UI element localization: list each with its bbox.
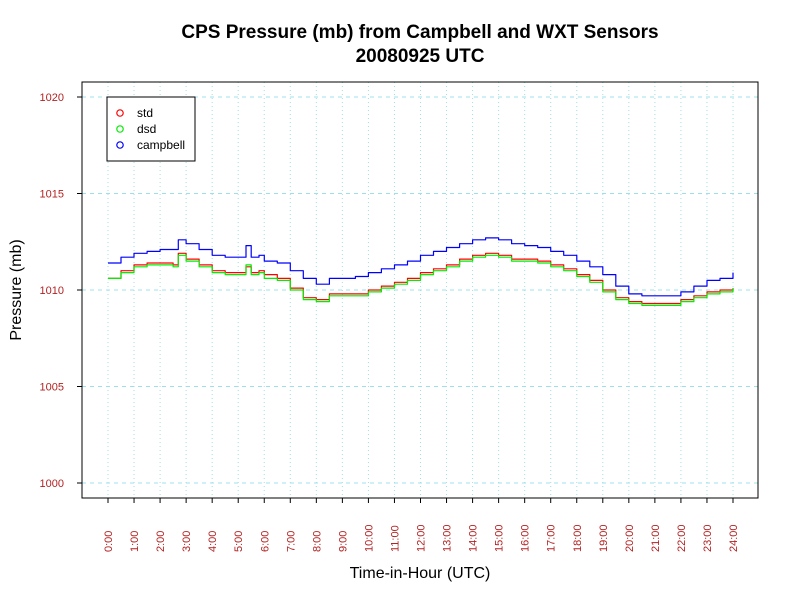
y-tick-label: 1005 (40, 382, 64, 394)
y-tick-label: 1020 (40, 92, 64, 104)
x-tick-label: 20:00 (624, 524, 636, 552)
x-tick-label: 24:00 (728, 524, 740, 552)
y-axis-label: Pressure (mb) (8, 239, 25, 340)
series-layer (108, 237, 734, 306)
x-tick-label: 5:00 (233, 531, 245, 552)
legend-marker-std (116, 109, 124, 117)
legend-marker-campbell (116, 141, 124, 149)
x-tick-label: 3:00 (181, 531, 193, 552)
series-line-campbell (108, 237, 734, 297)
legend-label-dsd: dsd (137, 122, 156, 136)
x-tick-label: 22:00 (676, 524, 688, 552)
chart-subtitle: 20080925 UTC (356, 46, 485, 67)
x-tick-label: 17:00 (546, 524, 558, 552)
legend-box (106, 96, 196, 162)
series-line-dsd (108, 254, 734, 306)
legend: std dsd campbell (106, 96, 196, 162)
x-axis-label: Time-in-Hour (UTC) (350, 565, 491, 582)
legend-label-campbell: campbell (137, 138, 185, 152)
x-tick-label: 14:00 (468, 524, 480, 552)
x-tick-label: 18:00 (572, 524, 584, 552)
x-tick-label: 1:00 (129, 531, 141, 552)
x-tick-label: 11:00 (389, 525, 401, 552)
x-tick-label: 8:00 (311, 531, 323, 552)
chart-title: CPS Pressure (mb) from Campbell and WXT … (181, 22, 658, 43)
x-tick-label: 0:00 (103, 531, 115, 552)
legend-label-std: std (137, 106, 153, 120)
x-tick-label: 16:00 (520, 524, 532, 552)
x-tick-label: 12:00 (416, 524, 428, 552)
legend-marker-dsd (116, 125, 124, 133)
x-tick-label: 19:00 (598, 524, 610, 552)
y-tick-label: 1010 (40, 285, 64, 297)
x-tick-label: 4:00 (207, 531, 219, 552)
x-tick-label: 7:00 (285, 531, 297, 552)
x-tick-label: 10:00 (363, 524, 375, 552)
y-tick-label: 1000 (40, 478, 64, 490)
x-tick-label: 2:00 (155, 531, 167, 552)
x-axis: 0:00 1:00 2:00 3:00 4:00 5:00 6:00 7:00 8:00 9:00… (103, 498, 740, 552)
x-tick-label: 21:00 (650, 524, 662, 552)
x-tick-label: 23:00 (702, 524, 714, 552)
x-tick-label: 15:00 (494, 524, 506, 552)
y-tick-label: 1015 (40, 189, 64, 201)
x-tick-label: 13:00 (442, 524, 454, 552)
x-tick-label: 9:00 (337, 531, 349, 552)
y-axis: 1000 1005 1010 1015 1020 (40, 92, 82, 490)
x-tick-label: 6:00 (259, 531, 271, 552)
